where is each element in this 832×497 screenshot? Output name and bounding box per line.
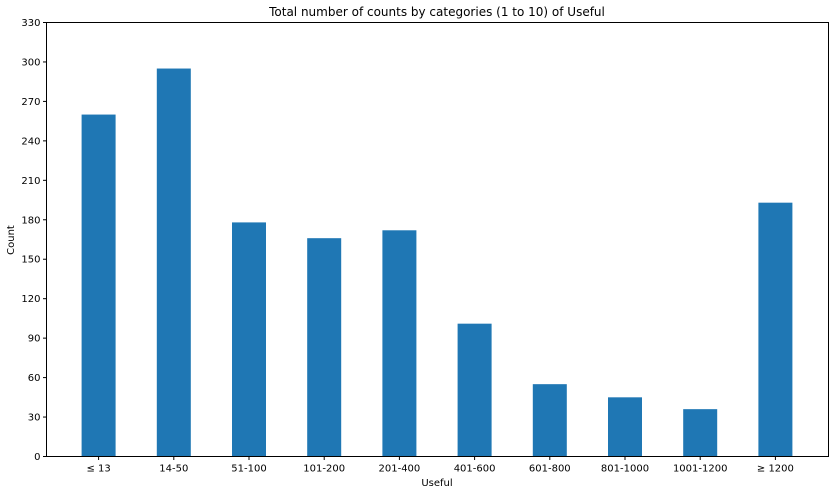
bars-group bbox=[81, 68, 793, 457]
bar-5 bbox=[457, 323, 492, 457]
bar-7 bbox=[608, 397, 642, 457]
y-tick-label: 60 bbox=[28, 373, 41, 384]
x-tick-label: 601-800 bbox=[529, 464, 571, 475]
bar-6 bbox=[532, 384, 567, 457]
y-axis-label: Count bbox=[6, 225, 17, 255]
x-tick-label: 101-200 bbox=[303, 464, 345, 475]
x-tick-label: 14-50 bbox=[159, 464, 188, 475]
y-tick-label: 180 bbox=[21, 215, 40, 226]
y-tick-label: 120 bbox=[21, 294, 40, 305]
bar-9 bbox=[758, 202, 793, 457]
bar-1 bbox=[156, 68, 191, 457]
x-tick-label: 801-1000 bbox=[601, 464, 649, 475]
x-tick-label: 201-400 bbox=[379, 464, 421, 475]
y-tick-label: 150 bbox=[21, 255, 40, 266]
bar-8 bbox=[683, 409, 718, 457]
x-tick-label: ≤ 13 bbox=[86, 464, 110, 475]
x-tick-label: 51-100 bbox=[231, 464, 266, 475]
x-tick-label: ≥ 1200 bbox=[757, 464, 794, 475]
y-tick-label: 240 bbox=[21, 136, 40, 147]
plot-frame bbox=[46, 22, 829, 457]
bar-2 bbox=[232, 222, 266, 457]
y-tick-label: 0 bbox=[34, 452, 40, 463]
y-tick-label: 210 bbox=[21, 176, 40, 187]
bar-4 bbox=[382, 230, 417, 457]
y-tick-label: 90 bbox=[28, 334, 41, 345]
chart-title: Total number of counts by categories (1 … bbox=[268, 5, 605, 19]
x-axis-ticks: ≤ 13 14-50 51-100 101-200 201-400 401-600 601-… bbox=[86, 456, 794, 475]
x-tick-label: 401-600 bbox=[454, 464, 496, 475]
y-tick-label: 300 bbox=[21, 57, 40, 68]
bar-0 bbox=[81, 114, 116, 457]
bar-3 bbox=[307, 238, 342, 457]
y-tick-label: 270 bbox=[21, 97, 40, 108]
y-tick-label: 330 bbox=[21, 18, 40, 29]
x-axis-label: Useful bbox=[421, 478, 452, 489]
y-tick-label: 30 bbox=[28, 413, 41, 424]
x-tick-label: 1001-1200 bbox=[673, 464, 728, 475]
y-axis-ticks: 0 30 60 90 120 150 180 210 240 270 300 330 bbox=[21, 18, 47, 463]
